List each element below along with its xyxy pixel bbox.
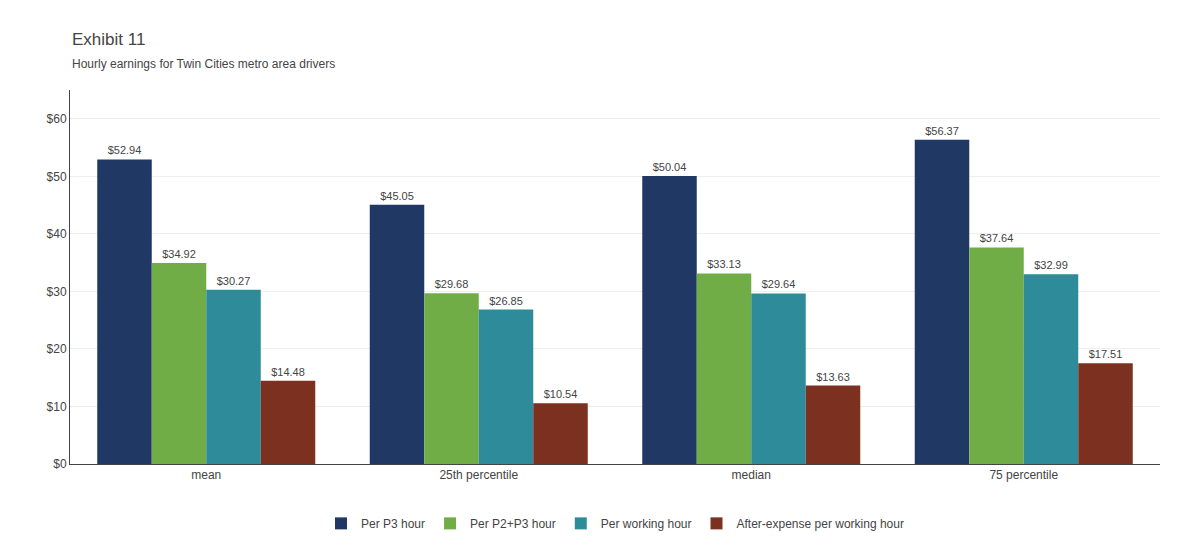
svg-text:$37.64: $37.64 xyxy=(980,232,1014,244)
svg-text:$32.99: $32.99 xyxy=(1034,259,1068,271)
svg-text:$34.92: $34.92 xyxy=(162,248,196,260)
svg-text:$30.27: $30.27 xyxy=(217,275,251,287)
svg-text:mean: mean xyxy=(191,468,221,482)
svg-text:$50.04: $50.04 xyxy=(653,161,687,173)
svg-text:After-expense per working hour: After-expense per working hour xyxy=(737,517,904,531)
svg-text:Per P3 hour: Per P3 hour xyxy=(361,517,425,531)
svg-text:$13.63: $13.63 xyxy=(816,371,850,383)
svg-text:$45.05: $45.05 xyxy=(380,190,414,202)
svg-text:$52.94: $52.94 xyxy=(108,144,142,156)
svg-text:75 percentile: 75 percentile xyxy=(989,468,1058,482)
svg-text:median: median xyxy=(732,468,771,482)
svg-text:$20: $20 xyxy=(47,342,67,356)
svg-text:$14.48: $14.48 xyxy=(271,366,305,378)
svg-text:$0: $0 xyxy=(53,457,67,471)
svg-text:25th percentile: 25th percentile xyxy=(439,468,518,482)
svg-text:$17.51: $17.51 xyxy=(1089,348,1123,360)
svg-text:$29.68: $29.68 xyxy=(435,278,469,290)
svg-text:$30: $30 xyxy=(47,285,67,299)
svg-text:$60: $60 xyxy=(47,112,67,126)
svg-text:$33.13: $33.13 xyxy=(707,258,741,270)
svg-text:$10.54: $10.54 xyxy=(544,388,578,400)
svg-text:$50: $50 xyxy=(47,170,67,184)
svg-text:$40: $40 xyxy=(47,227,67,241)
svg-text:Per P2+P3 hour: Per P2+P3 hour xyxy=(470,517,556,531)
svg-text:$56.37: $56.37 xyxy=(925,125,959,137)
svg-text:$29.64: $29.64 xyxy=(762,278,796,290)
svg-text:$10: $10 xyxy=(47,400,67,414)
svg-text:Exhibit 11: Exhibit 11 xyxy=(72,30,145,49)
svg-text:$26.85: $26.85 xyxy=(489,295,523,307)
svg-text:Hourly earnings for Twin Citie: Hourly earnings for Twin Cities metro ar… xyxy=(72,57,335,71)
svg-text:Per working hour: Per working hour xyxy=(601,517,692,531)
